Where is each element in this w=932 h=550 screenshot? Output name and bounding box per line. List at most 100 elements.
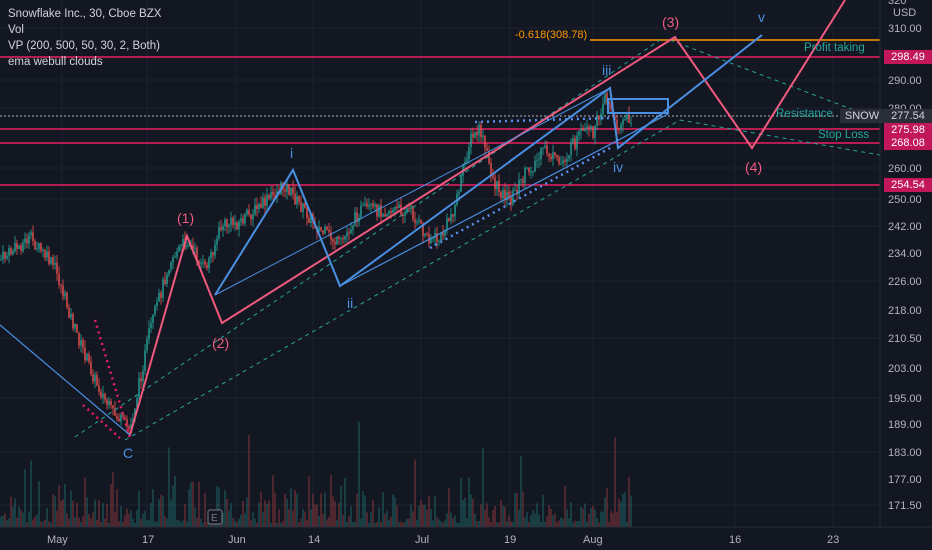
candle-body [88,354,90,362]
volume-bar [8,518,10,527]
candle-body [518,179,520,195]
replay-icon[interactable]: E [207,509,223,525]
volume-bar [122,521,124,527]
candle-body [22,242,24,251]
svg-text:242.00: 242.00 [888,221,922,233]
candle-body [70,313,72,318]
volume-bar [44,519,46,527]
candle-body [442,232,444,236]
candle-body [226,219,228,227]
price-axis[interactable]: 320 USD 310.00 290.00 280.00 260.00 250.… [879,0,932,527]
svg-text:226.00: 226.00 [888,276,922,288]
volume-bar [464,497,466,527]
volume-bar [36,514,38,527]
volume-bar [26,522,28,527]
candle-body [362,204,364,206]
volume-indicator[interactable]: Vol [8,24,24,36]
volume-bar [484,509,486,527]
volume-bar [350,505,352,527]
volume-bar [148,519,150,527]
volume-bar [432,520,434,527]
candle-body [440,232,442,242]
volume-bar [418,505,420,527]
candle-body [32,232,34,241]
candle-body [18,245,20,249]
volume-bar [202,522,204,527]
candle-body [228,224,230,227]
volume-bar [174,476,176,527]
candle-body [596,115,598,126]
candle-body [526,167,528,169]
candle-body [454,204,456,217]
volume-bar [268,500,270,527]
candle-body [616,119,618,130]
candle-body [20,245,22,251]
volume-bar [450,512,452,527]
ema-indicator[interactable]: ema webull clouds [8,56,103,68]
volume-bar [388,519,390,527]
candle-body [46,251,48,258]
candle-body [150,322,152,329]
candle-body [368,205,370,207]
candle-body [510,197,512,205]
candle-body [458,191,460,194]
volume-bar [42,521,44,527]
volume-bar [564,485,566,527]
candle-body [108,401,110,405]
candle-body [554,152,556,155]
volume-bar [502,505,504,527]
volume-bar [348,516,350,527]
volume-bar [100,522,102,527]
volume-bar [62,499,64,527]
volume-bar [54,495,56,527]
candle-body [470,133,472,148]
volume-bar [584,503,586,527]
candle-body [320,226,322,231]
volume-bar [186,521,188,527]
volume-bar [274,492,276,527]
volume-bar [544,521,546,527]
volume-bar [546,516,548,527]
candle-body [264,197,266,206]
candle-body [162,279,164,298]
candle-body [58,273,60,285]
candle-body [552,152,554,160]
volume-bar [482,447,484,527]
candle-body [212,252,214,256]
candle-body [292,187,294,194]
volume-bar [498,522,500,527]
volume-bar [342,514,344,527]
volume-bar [72,500,74,527]
svg-text:250.00: 250.00 [888,194,922,206]
volume-bar [474,513,476,527]
volume-bar [504,506,506,527]
volume-bar [20,509,22,527]
volume-bar [254,518,256,527]
candle-body [62,285,64,297]
volume-bar [424,504,426,527]
candle-body [232,217,234,225]
candle-body [546,145,548,154]
vp-indicator[interactable]: VP (200, 500, 50, 30, 2, Both) [8,40,160,52]
volume-bar [266,504,268,527]
symbol-title[interactable]: Snowflake Inc., 30, Cboe BZX [8,8,162,20]
volume-bar [616,512,618,527]
candle-body [556,154,558,158]
volume-bar [306,519,308,527]
volume-bar [620,502,622,527]
candle-body [38,242,40,249]
candle-body [512,190,514,205]
volume-bar [382,492,384,527]
candle-body [582,128,584,131]
candle-body [478,124,480,136]
candle-body [72,313,74,329]
price-tag-268: 268.08 [884,136,932,150]
volume-bar [198,482,200,527]
candle-body [298,196,300,202]
candle-body [170,262,172,270]
volume-bar [512,522,514,527]
candle-body [424,233,426,236]
time-axis[interactable]: May 17 Jun 14 Jul 19 Aug 16 23 [0,526,932,550]
candle-body [524,168,526,183]
